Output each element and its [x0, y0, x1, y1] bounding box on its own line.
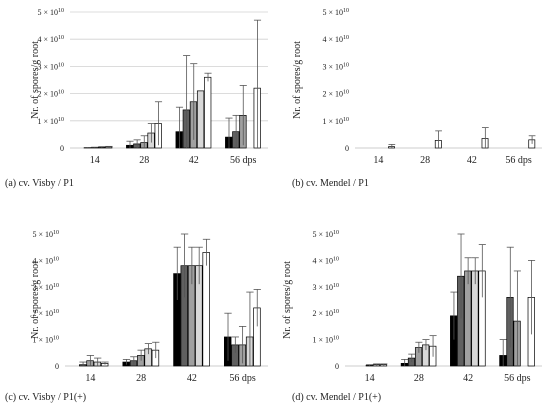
- x-tick-label: 14: [85, 373, 95, 384]
- x-tick-label: 14: [90, 155, 100, 166]
- y-axis-label: Nr. of spores/g root: [30, 261, 41, 339]
- bar: [202, 252, 210, 367]
- bar: [204, 76, 212, 149]
- y-axis-label: Nr. of spores/g root: [282, 261, 293, 339]
- y-tick-label: 2 × 1010: [32, 309, 59, 318]
- y-tick-label: 0: [345, 144, 349, 153]
- y-tick-label: 2 × 1010: [322, 90, 349, 99]
- y-tick-label: 1 × 1010: [37, 117, 64, 126]
- y-tick-label: 4 × 1010: [322, 35, 349, 44]
- bar: [196, 90, 205, 149]
- x-tick-label: 42: [463, 373, 473, 384]
- y-axis-label: Nr. of spores/g root: [292, 41, 303, 119]
- x-tick-label: 14: [373, 155, 383, 166]
- y-tick-label: 1 × 1010: [322, 117, 349, 126]
- x-tick-label: 28: [139, 155, 149, 166]
- y-tick-label: 2 × 1010: [37, 90, 64, 99]
- y-tick-label: 5 × 1010: [322, 8, 349, 17]
- x-tick-label: 56 dps: [505, 155, 532, 166]
- x-tick-label: 42: [189, 155, 199, 166]
- x-tick-label: 56 dps: [504, 373, 531, 384]
- y-tick-label: 2 × 1010: [312, 309, 339, 318]
- y-tick-label: 4 × 1010: [32, 256, 59, 265]
- x-tick-label: 42: [187, 373, 197, 384]
- panel-caption: (b) cv. Mendel / P1: [292, 178, 369, 189]
- panel-c: 0 1 × 1010 2 × 1010 3 × 1010 4 × 1010 5 × 101…: [5, 230, 268, 403]
- y-tick-label: 4 × 1010: [312, 256, 339, 265]
- panel-b: 0 1 × 1010 2 × 1010 3 × 1010 4 × 1010 5 × 101…: [292, 8, 542, 189]
- x-tick-label: 14: [365, 373, 375, 384]
- y-tick-label: 3 × 1010: [312, 283, 339, 292]
- y-tick-label: 1 × 1010: [32, 336, 59, 345]
- y-tick-label: 0: [55, 362, 59, 371]
- y-tick-label: 3 × 1010: [37, 62, 64, 71]
- x-tick-label: 28: [420, 155, 430, 166]
- panel-caption: (d) cv. Mendel / P1(+): [292, 392, 381, 403]
- y-axis-label: Nr. of spores/g root: [30, 41, 41, 119]
- panel-caption: (a) cv. Visby / P1: [5, 178, 74, 189]
- panel-a: 0 1 × 1010 2 × 1010 3 × 1010 4 × 1010 5 × 101…: [5, 8, 268, 189]
- y-tick-label: 0: [60, 144, 64, 153]
- y-tick-label: 3 × 1010: [32, 283, 59, 292]
- y-tick-label: 5 × 1010: [37, 8, 64, 17]
- x-tick-label: 56 dps: [230, 155, 257, 166]
- y-tick-label: 3 × 1010: [322, 62, 349, 71]
- y-tick-label: 5 × 1010: [312, 230, 339, 239]
- bar: [471, 270, 479, 367]
- bar: [464, 270, 472, 367]
- x-tick-label: 28: [414, 373, 424, 384]
- y-tick-label: 4 × 1010: [37, 35, 64, 44]
- panel-d: 0 1 × 1010 2 × 1010 3 × 1010 4 × 1010 5 × 101…: [282, 230, 542, 403]
- x-tick-label: 28: [136, 373, 146, 384]
- y-tick-label: 5 × 1010: [32, 230, 59, 239]
- y-tick-label: 1 × 1010: [312, 336, 339, 345]
- x-tick-label: 56 dps: [229, 373, 256, 384]
- y-tick-label: 0: [335, 362, 339, 371]
- panel-caption: (c) cv. Visby / P1(+): [5, 392, 86, 403]
- x-tick-label: 42: [467, 155, 477, 166]
